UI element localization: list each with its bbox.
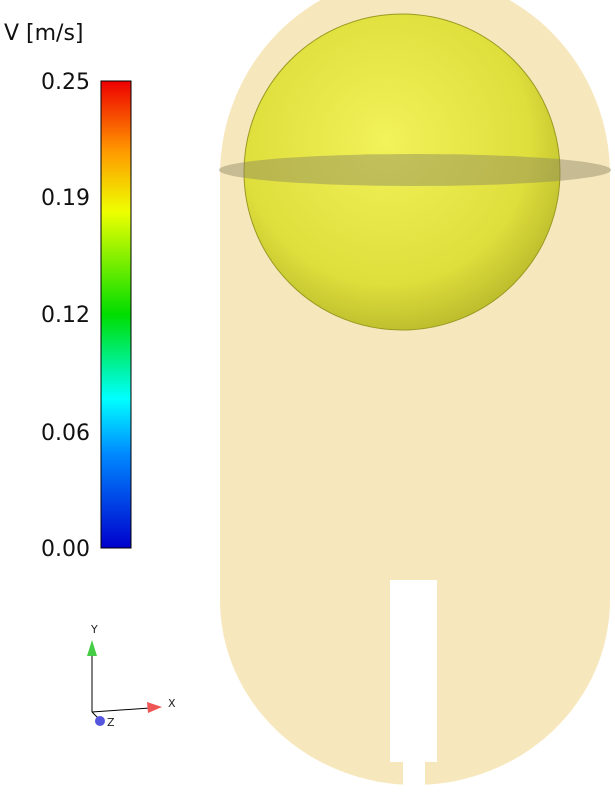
x-label: X [168, 697, 176, 710]
y-arrow [87, 640, 97, 656]
inlet-pipe [403, 760, 425, 792]
legend-tick: 0.06 [41, 421, 90, 446]
legend-tick: 0.25 [41, 70, 90, 95]
legend-tick: 0.19 [41, 186, 90, 211]
inlet [390, 580, 437, 762]
free-surface [219, 154, 611, 186]
y-label: Y [90, 623, 98, 636]
x-arrow [147, 702, 162, 713]
legend-title: V [m/s] [4, 21, 84, 46]
z-marker [95, 716, 105, 726]
legend-tick: 0.00 [41, 537, 90, 562]
page: V [m/s] 0.25 0.19 0.12 0.06 0.00 Y X Z (… [0, 0, 615, 792]
colorbar [101, 81, 131, 548]
scene: V [m/s] 0.25 0.19 0.12 0.06 0.00 Y X Z [0, 0, 615, 792]
z-label: Z [107, 716, 115, 729]
legend-tick: 0.12 [41, 303, 90, 328]
x-axis [92, 708, 150, 712]
